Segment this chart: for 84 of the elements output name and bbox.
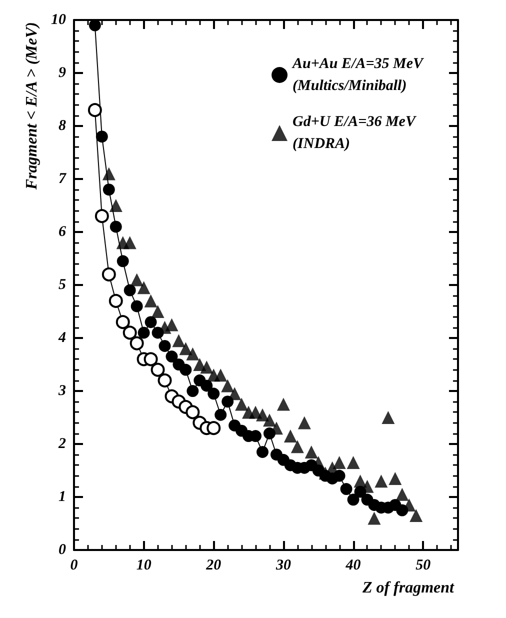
x-tick-label: 0 — [70, 558, 78, 574]
point — [166, 350, 178, 363]
point — [110, 220, 122, 233]
point — [144, 294, 158, 308]
point — [94, 209, 109, 224]
point — [346, 456, 360, 470]
point — [138, 326, 150, 339]
y-tick-label: 9 — [58, 65, 66, 81]
y-axis-title: Fragment < E/A > (MeV) — [24, 22, 40, 191]
point — [326, 461, 339, 474]
point — [179, 342, 192, 356]
y-tick-label: 7 — [58, 171, 66, 187]
point — [200, 360, 214, 374]
point — [214, 368, 228, 382]
point — [144, 316, 157, 328]
point — [124, 284, 136, 296]
point — [130, 273, 144, 286]
point — [235, 398, 248, 411]
point — [262, 414, 276, 427]
point — [102, 167, 116, 180]
point — [374, 474, 388, 488]
point — [88, 103, 102, 118]
point — [256, 408, 270, 422]
point — [340, 483, 352, 496]
point — [116, 255, 129, 268]
y-tick-label: 4 — [58, 330, 66, 346]
point — [332, 456, 346, 470]
x-tick-label: 10 — [136, 558, 152, 574]
point — [186, 385, 199, 397]
point — [158, 340, 171, 352]
point — [137, 281, 150, 294]
point — [256, 446, 269, 458]
point — [206, 421, 221, 436]
legend-label: Au+Au E/A=35 MeV (Multics/Miniball) — [292, 56, 425, 94]
point — [158, 373, 172, 388]
x-tick-label: 40 — [344, 558, 362, 574]
point — [130, 336, 144, 350]
point — [151, 305, 164, 318]
y-tick-label: 0 — [58, 542, 66, 558]
y-tick-label: 1 — [58, 489, 66, 505]
point — [122, 326, 137, 340]
y-tick-label: 10 — [51, 12, 66, 28]
point — [388, 472, 402, 485]
x-tick-label: 30 — [274, 558, 292, 574]
point — [109, 199, 122, 212]
point — [186, 347, 200, 360]
point — [396, 488, 409, 501]
x-axis-title: Z of fragment — [361, 580, 455, 596]
point — [130, 300, 143, 312]
point — [144, 352, 158, 366]
point — [102, 184, 115, 196]
point — [123, 236, 136, 250]
point — [276, 398, 290, 411]
legend-label: Gd+U E/A=36 MeV (INDRA) — [292, 114, 418, 152]
point — [214, 408, 227, 421]
point — [221, 379, 234, 392]
point — [208, 388, 220, 400]
point — [410, 509, 423, 522]
point — [116, 315, 130, 330]
point — [200, 380, 213, 392]
point — [186, 405, 200, 420]
point — [108, 294, 123, 308]
point — [354, 474, 367, 488]
point — [298, 416, 311, 430]
y-tick-label: 6 — [58, 224, 66, 240]
point — [304, 445, 318, 458]
point — [172, 334, 186, 348]
point — [368, 512, 381, 525]
y-tick-label: 2 — [58, 436, 66, 452]
point — [382, 411, 395, 424]
point — [180, 364, 192, 376]
point — [284, 430, 297, 443]
y-tick-label: 3 — [58, 383, 66, 399]
point — [290, 440, 304, 454]
point — [102, 267, 116, 282]
point — [96, 130, 108, 143]
point — [165, 318, 178, 332]
point — [228, 387, 242, 400]
y-tick-label: 8 — [58, 118, 66, 134]
x-tick-label: 50 — [416, 558, 432, 574]
x-tick-label: 20 — [205, 558, 222, 574]
point — [347, 494, 360, 506]
y-tick-label: 5 — [58, 277, 66, 293]
point — [150, 362, 165, 377]
